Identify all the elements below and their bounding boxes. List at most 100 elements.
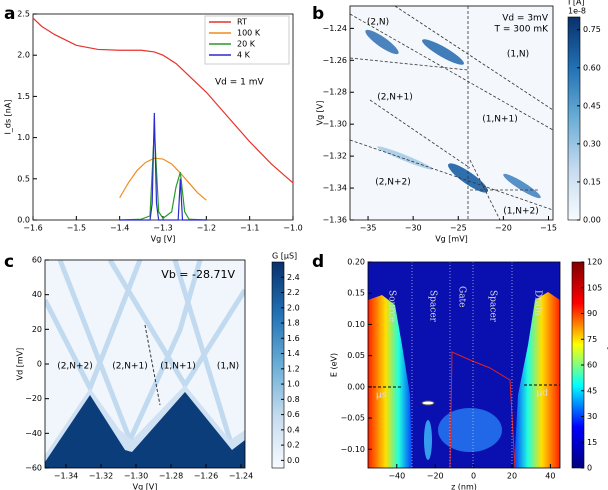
colorbar bbox=[271, 261, 285, 469]
colorbar-tick-label: 0.6 bbox=[287, 410, 300, 419]
x-tick-label: −35 bbox=[360, 224, 377, 233]
y-tick-label: −1.28 bbox=[322, 88, 347, 97]
heatmap-b bbox=[350, 6, 553, 220]
x-tick-label: −1.2 bbox=[197, 224, 216, 233]
colorbar-tick-label: 0.60 bbox=[583, 63, 601, 72]
y-tick-label: −1.24 bbox=[322, 24, 347, 33]
x-tick-label: −1.32 bbox=[89, 472, 114, 481]
x-tick-label: −1.1 bbox=[240, 224, 259, 233]
annotation: (1,N+1) bbox=[160, 362, 196, 372]
y-tick-label: −1.30 bbox=[322, 120, 347, 129]
annotation: Gate bbox=[457, 286, 467, 308]
panel-label: a bbox=[4, 4, 15, 24]
colorbar-tick-label: 0.4 bbox=[287, 425, 300, 434]
colorbar bbox=[567, 16, 581, 221]
x-tick-label: −1.30 bbox=[124, 472, 149, 481]
y-tick-label: −0.05 bbox=[340, 414, 365, 423]
y-tick-label: −60 bbox=[25, 464, 42, 473]
colorbar-offset: 1e-8 bbox=[568, 7, 586, 16]
annotation: Source bbox=[387, 290, 397, 322]
x-tick-label: −1.0 bbox=[283, 224, 302, 233]
y-tick-label: 0.10 bbox=[347, 320, 365, 329]
colorbar-tick-label: 2.4 bbox=[287, 273, 300, 282]
line bbox=[119, 112, 207, 221]
plot-frame bbox=[367, 261, 561, 469]
colorbar-tick-label: 2.2 bbox=[287, 288, 300, 297]
y-tick-label: 40 bbox=[32, 290, 42, 299]
annotation: Vd = 3mV bbox=[502, 14, 549, 24]
colorbar-tick-label: 1.6 bbox=[287, 334, 300, 343]
colorbar-tick-label: 15 bbox=[587, 438, 597, 447]
colorbar-tick-label: 0.0 bbox=[287, 456, 300, 465]
line bbox=[119, 157, 207, 201]
x-tick-label: −1.3 bbox=[153, 224, 172, 233]
y-tick-label: −1.34 bbox=[322, 184, 347, 193]
annotation: (2,N+1) bbox=[377, 93, 413, 103]
x-tick-label: −40 bbox=[388, 472, 405, 481]
x-tick-label: 20 bbox=[507, 472, 517, 481]
x-tick-label: −25 bbox=[450, 224, 467, 233]
annotation: Spacer bbox=[488, 290, 498, 323]
annotation: μd bbox=[537, 389, 548, 399]
annotation: (2,N+2) bbox=[57, 362, 93, 372]
annotation: (2,N+2) bbox=[375, 178, 411, 188]
colorbar-label: LDoS (eV⁻¹Å⁻¹) bbox=[606, 335, 608, 395]
plot-frame bbox=[349, 5, 554, 221]
annotation: (1,N) bbox=[217, 362, 239, 372]
annotation: (2,N+1) bbox=[112, 362, 148, 372]
colorbar-tick-label: 1.4 bbox=[287, 349, 300, 358]
x-tick-label: 40 bbox=[545, 472, 555, 481]
annotation: (1,N) bbox=[507, 50, 529, 60]
colorbar-tick-label: 0.75 bbox=[583, 25, 601, 34]
colorbar-tick-label: 105 bbox=[587, 283, 602, 292]
colorbar-tick-label: 45 bbox=[587, 386, 597, 395]
legend-label: 4 K bbox=[237, 51, 251, 60]
legend bbox=[204, 15, 290, 65]
colorbar-tick-label: 30 bbox=[587, 412, 597, 421]
y-tick-label: −20 bbox=[25, 394, 42, 403]
x-tick-label: −30 bbox=[405, 224, 422, 233]
y-axis-label: I_ds [nA] bbox=[4, 100, 13, 135]
x-axis-label: Vg [V] bbox=[133, 483, 158, 490]
y-tick-label: −40 bbox=[25, 429, 42, 438]
colorbar-tick-label: 120 bbox=[587, 258, 602, 267]
y-tick-label: 0.0 bbox=[17, 216, 30, 225]
x-tick-label: −1.26 bbox=[194, 472, 219, 481]
x-tick-label: −1.5 bbox=[67, 224, 86, 233]
colorbar-tick-label: 0.2 bbox=[287, 441, 300, 450]
x-tick-label: −15 bbox=[540, 224, 557, 233]
x-tick-label: 0 bbox=[471, 472, 476, 481]
legend-label: RT bbox=[237, 18, 247, 27]
line bbox=[119, 129, 207, 221]
y-tick-label: 60 bbox=[32, 256, 42, 265]
x-tick-label: −1.34 bbox=[54, 472, 79, 481]
y-tick-label: −1.32 bbox=[322, 152, 347, 161]
y-tick-label: 0.5 bbox=[17, 174, 30, 183]
y-tick-label: 2.5 bbox=[17, 10, 30, 19]
annotation: Vd = 1 mV bbox=[215, 78, 264, 88]
lines bbox=[32, 17, 294, 221]
heatmap-c bbox=[45, 260, 245, 468]
panel-label: d bbox=[312, 252, 324, 272]
colorbar-label: G [μS] bbox=[272, 252, 297, 261]
colorbar-tick-label: 1.0 bbox=[287, 380, 300, 389]
legend-label: 20 K bbox=[237, 40, 256, 49]
y-tick-label: 0.15 bbox=[347, 289, 365, 298]
x-tick-label: −1.6 bbox=[23, 224, 42, 233]
colorbar-tick-label: 75 bbox=[587, 335, 597, 344]
annotation: μs bbox=[376, 391, 387, 401]
x-tick-label: −20 bbox=[427, 472, 444, 481]
colorbar-tick-label: 0.15 bbox=[583, 177, 601, 186]
y-tick-label: −1.36 bbox=[322, 216, 347, 225]
y-axis-label: E (eV) bbox=[330, 353, 339, 377]
colorbar-tick-label: 60 bbox=[587, 361, 597, 370]
annotation: (1,N+2) bbox=[503, 207, 539, 217]
heatmap-d bbox=[368, 262, 560, 468]
legend-label: 100 K bbox=[237, 29, 261, 38]
colorbar-tick-label: 0 bbox=[587, 464, 592, 473]
annotation: Vb = -28.71V bbox=[161, 268, 235, 281]
y-tick-label: −1.26 bbox=[322, 56, 347, 65]
annotation: T = 300 mK bbox=[494, 25, 550, 35]
x-tick-label: −1.24 bbox=[229, 472, 254, 481]
